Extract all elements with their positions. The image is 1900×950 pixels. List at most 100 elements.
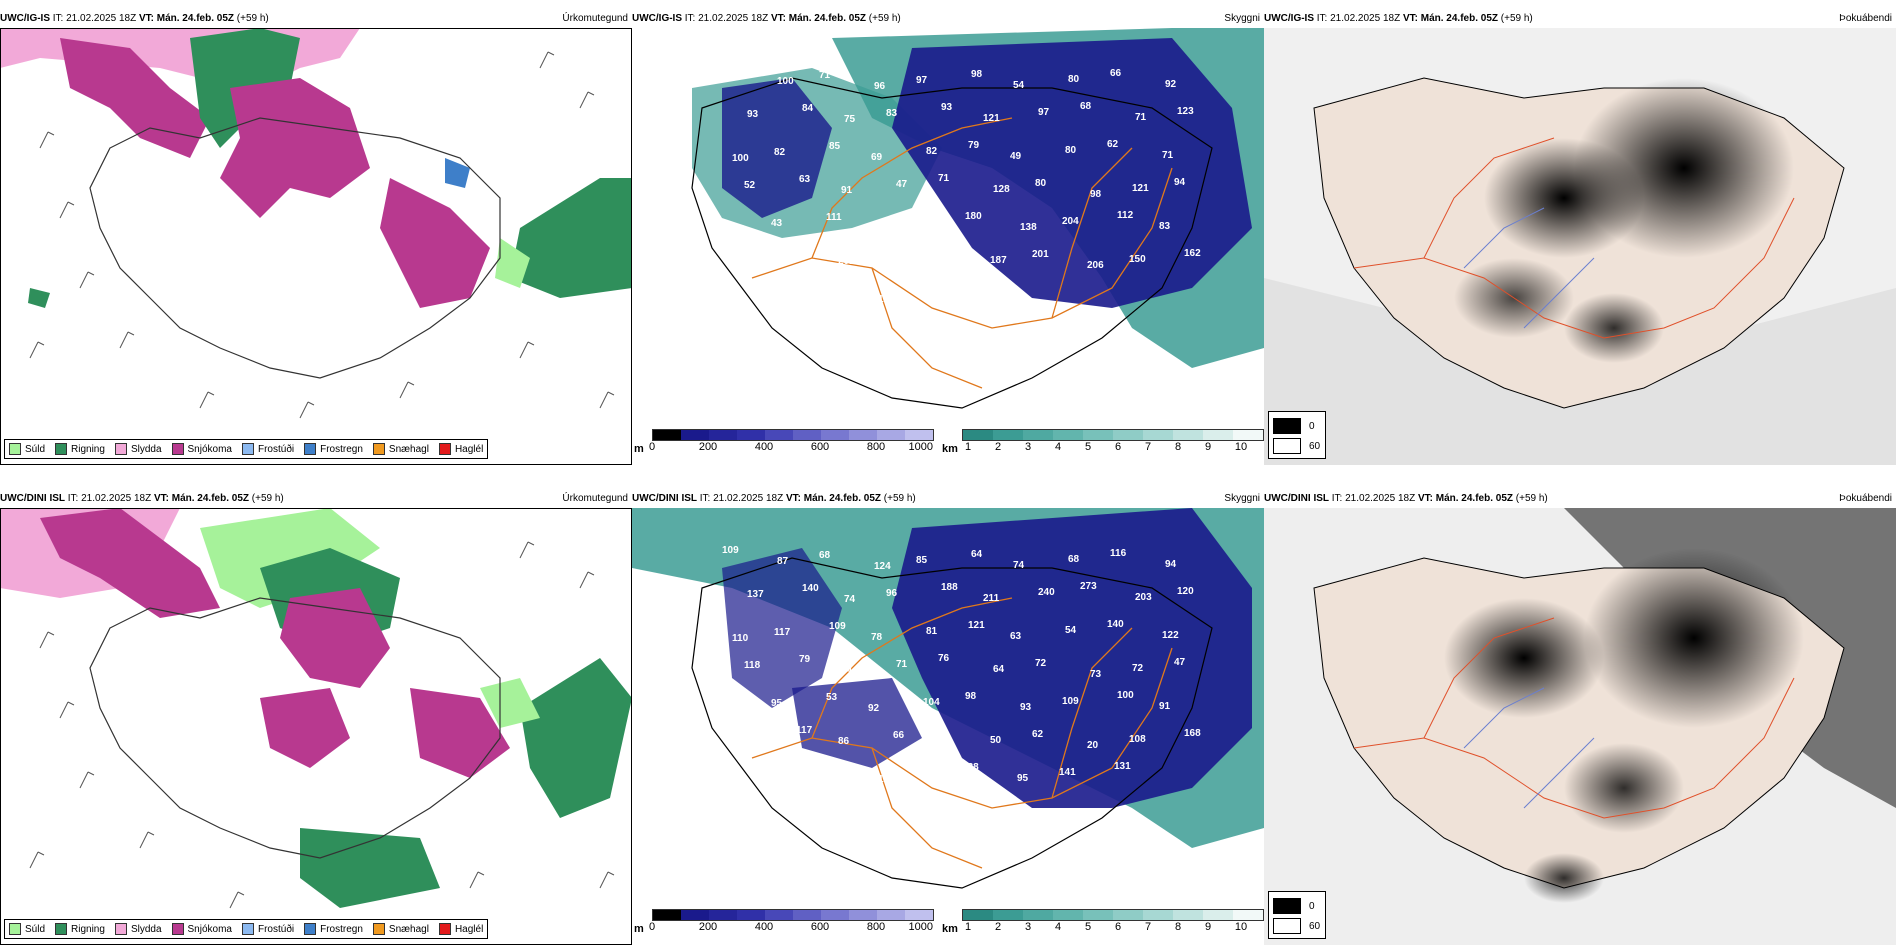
fog-legend: 0 60 (1268, 411, 1326, 459)
km-ticks: 1 2 3 4 5 6 7 8 9 10 (964, 921, 1248, 933)
legend-item-rigning: Rigning (55, 923, 105, 935)
issue-time: IT: 21.02.2025 18Z (1316, 13, 1401, 24)
lead-time: (+59 h) (883, 493, 916, 504)
visibility-value-label: 50 (990, 735, 1002, 746)
valid-time: Mán. 24.feb. 05Z (171, 493, 249, 504)
panel-header: UWC/IG-IS IT: 21.02.2025 18Z VT: Mán. 24… (1264, 10, 1896, 28)
meter-unit: m (634, 443, 644, 455)
visibility-value-label: 93 (747, 109, 759, 120)
visibility-value-label: 20 (1087, 740, 1099, 751)
visibility-value-label: 79 (968, 140, 980, 151)
visibility-value-label: 206 (1087, 260, 1104, 271)
visibility-value-label: 131 (1114, 761, 1131, 772)
visibility-value-label: 128 (993, 184, 1010, 195)
visibility-value-label: 97 (916, 75, 928, 86)
low-visibility-region (722, 78, 832, 218)
fog-legend-row-60: 60 (1273, 438, 1320, 454)
visibility-value-label: 73 (1090, 669, 1102, 680)
road-network (1353, 137, 1795, 339)
snjokoma-region (410, 688, 510, 778)
visibility-value-label: 251 (920, 288, 937, 299)
snjokoma-region (220, 78, 370, 218)
visibility-value-label: 71 (819, 70, 831, 81)
visibility-value-label: 30 (1017, 293, 1029, 304)
visibility-value-label: 121 (1132, 183, 1149, 194)
visibility-value-label: 108 (1129, 734, 1146, 745)
visibility-value-label: 96 (874, 81, 886, 92)
precip-legend: Súld Rigning Slydda Snjókoma Frostúði Fr… (4, 919, 489, 939)
visibility-value-label: 63 (799, 174, 811, 185)
visibility-value-label: 76 (923, 217, 935, 228)
visibility-value-label: 94 (1174, 177, 1186, 188)
visibility-value-label: 71 (896, 659, 908, 670)
visibility-value-label: 52 (744, 180, 756, 191)
visibility-value-label: 82 (926, 146, 938, 157)
visibility-value-label: 108 (962, 282, 979, 293)
visibility-value-label: 109 (722, 545, 739, 556)
panel-header: UWC/DINI ISL IT: 21.02.2025 18Z VT: Mán.… (0, 490, 632, 508)
visibility-value-label: 71 (1135, 112, 1147, 123)
rigning-region (28, 288, 50, 308)
visibility-value-label: 104 (923, 697, 940, 708)
low-visibility-region (722, 548, 842, 708)
valid-label: VT: (1402, 13, 1418, 24)
visibility-value-label: 109 (829, 621, 846, 632)
visibility-value-label: 140 (1107, 619, 1124, 630)
sudl-region (200, 508, 380, 608)
legend-item-haglel: Haglél (438, 923, 483, 935)
valid-label: VT: (1417, 493, 1433, 504)
visibility-value-label: 64 (993, 664, 1005, 675)
visibility-value-label: 75 (844, 114, 856, 125)
fog-map-canvas (1264, 28, 1896, 465)
visibility-map-canvas: 91 100 71 96 97 98 54 80 66 92 93 84 75 83 93 121 97 68 71… (632, 28, 1264, 465)
legend-item-snjokoma: Snjókoma (171, 443, 232, 455)
visibility-value-label: 71 (1162, 150, 1174, 161)
visibility-value-label: 62 (1107, 139, 1119, 150)
fog-legend-row-0: 0 (1273, 418, 1315, 434)
visibility-value-label: 76 (938, 653, 950, 664)
visibility-legend: m 0 200 400 600 800 1000 km 1 2 3 (632, 425, 1264, 455)
panel-title: Skyggni (1224, 13, 1260, 24)
visibility-value-label: 187 (990, 255, 1007, 266)
visibility-panel-top: UWC/IG-IS IT: 21.02.2025 18Z VT: Mán. 24… (632, 10, 1264, 465)
visibility-value-label: 217 (935, 261, 952, 272)
precip-panel-top: UWC/IG-IS IT: 21.02.2025 18Z VT: Mán. 24… (0, 10, 632, 465)
issue-time: IT: 21.02.2025 18Z (52, 13, 137, 24)
fog-area (1444, 598, 1604, 718)
precip-map-canvas (0, 28, 632, 465)
precip-map-canvas (0, 508, 632, 945)
snjokoma-region (260, 688, 350, 768)
visibility-value-label: 64 (971, 549, 983, 560)
fog-map: 0 60 (1264, 28, 1896, 465)
visibility-value-label: 74 (1013, 560, 1025, 571)
visibility-value-label: 100 (732, 153, 749, 164)
visibility-value-label: 80 (1068, 74, 1080, 85)
precip-legend: Súld Rigning Slydda Snjókoma Frostúði Fr… (4, 439, 489, 459)
low-visibility-region (792, 678, 922, 768)
visibility-value-label: 201 (838, 256, 855, 267)
visibility-value-label: 94 (1165, 559, 1177, 570)
precip-panel-bottom: UWC/DINI ISL IT: 21.02.2025 18Z VT: Mán.… (0, 490, 632, 945)
visibility-value-label: 98 (1090, 189, 1102, 200)
model-name: UWC/DINI ISL (1264, 493, 1329, 504)
fog-area (1564, 743, 1684, 833)
legend-item-frostregn: Frostregn (304, 443, 363, 455)
visibility-value-label: 72 (1132, 663, 1144, 674)
visibility-value-label: 121 (968, 620, 985, 631)
visibility-value-label: 61 (729, 704, 741, 715)
visibility-value-label: 109 (1062, 696, 1079, 707)
lead-time: (+59 h) (1500, 13, 1533, 24)
visibility-value-label: 83 (886, 108, 898, 119)
panel-title: Þokuábendi (1839, 493, 1892, 504)
lead-time: (+59 h) (236, 13, 269, 24)
visibility-value-label: 49 (1010, 151, 1022, 162)
visibility-value-label: 74 (844, 594, 856, 605)
sudl-region (495, 238, 530, 288)
legend-item-snaehagl: Snæhagl (372, 923, 429, 935)
legend-item-frostudi: Frostúði (241, 923, 294, 935)
visibility-value-label: 96 (886, 588, 898, 599)
road-network (751, 597, 1173, 869)
visibility-value-label: 83 (1159, 221, 1171, 232)
visibility-value-label: 73 (935, 741, 947, 752)
visibility-value-label: 112 (1117, 210, 1134, 221)
